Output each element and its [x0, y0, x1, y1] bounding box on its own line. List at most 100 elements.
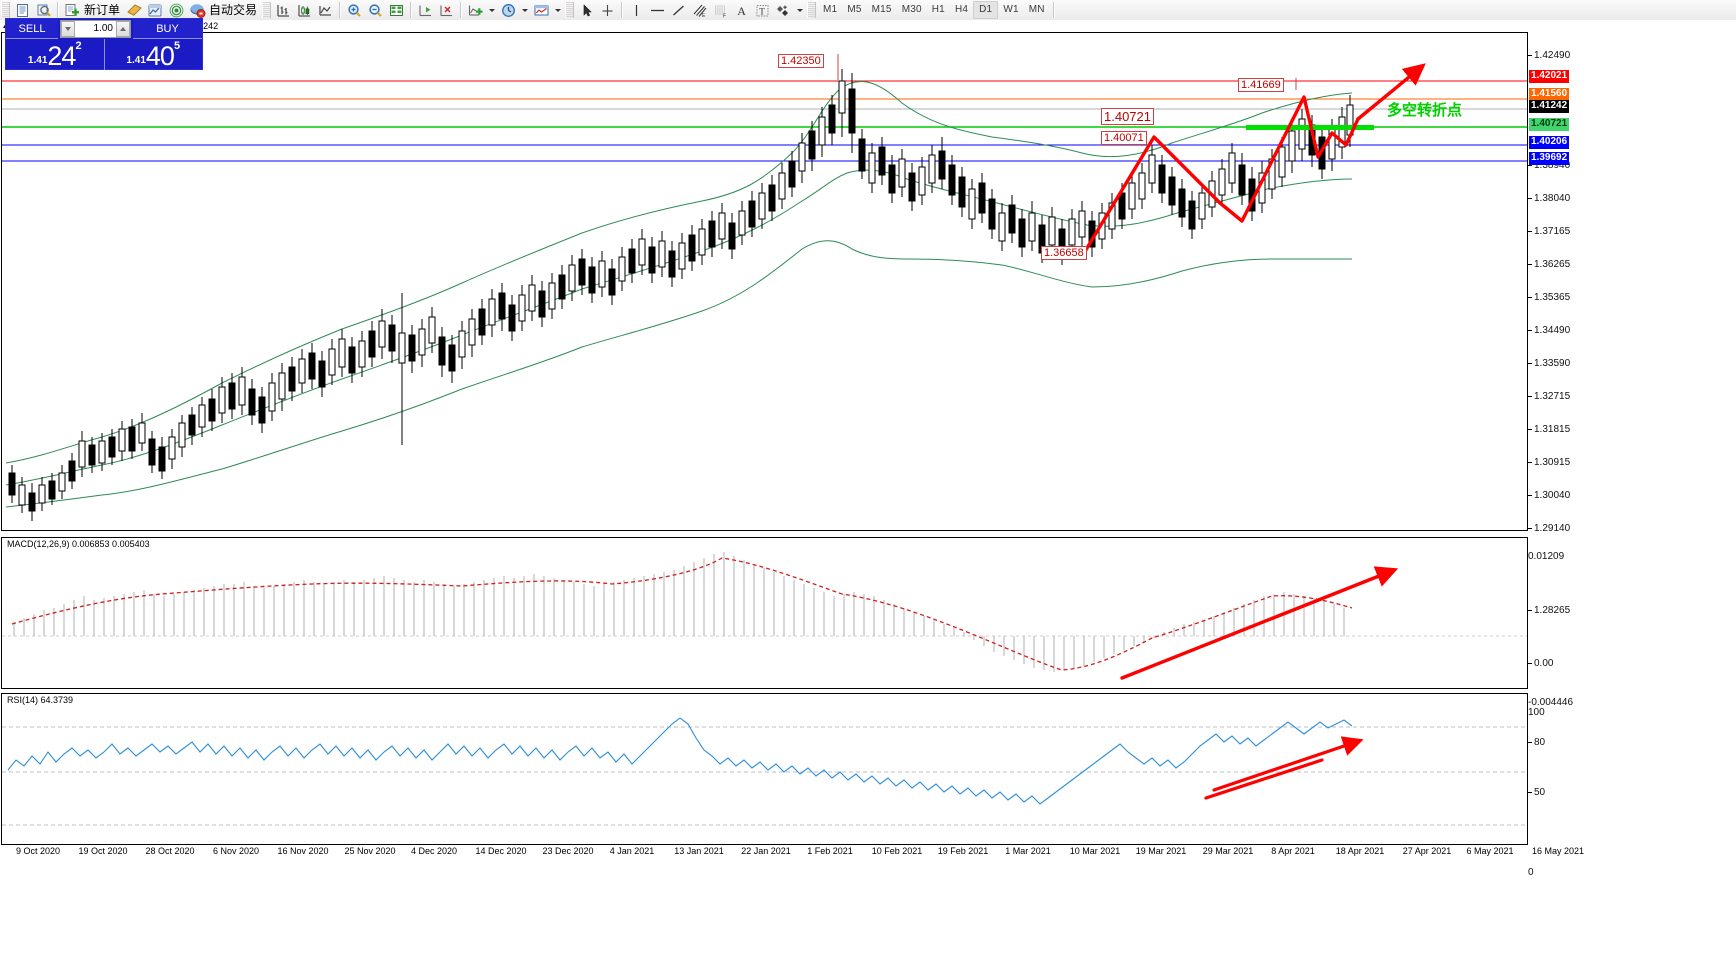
macd-tick-top: 0.01209 — [1528, 551, 1565, 562]
market-watch-icon[interactable] — [145, 1, 166, 19]
periods-icon[interactable] — [498, 1, 519, 19]
rsi-pane[interactable]: RSI(14) 64.3739 — [1, 693, 1528, 845]
volume-value[interactable]: 1.00 — [93, 23, 113, 34]
price-pane[interactable] — [1, 32, 1528, 531]
buy-price[interactable]: 1.41 40 5 — [105, 39, 203, 70]
sell-price-sup: 2 — [75, 40, 82, 52]
toolbar-grip[interactable] — [1, 2, 10, 18]
navigator-icon[interactable] — [166, 1, 187, 19]
vertical-line-icon[interactable] — [626, 1, 647, 19]
timeframe-w1[interactable]: W1 — [1003, 4, 1019, 15]
axis-tick-7: 1.33590 — [1528, 358, 1570, 369]
svg-text:A: A — [737, 4, 746, 18]
new-order-icon[interactable] — [62, 1, 83, 19]
text-label-icon[interactable]: T — [752, 1, 773, 19]
rsi-tick-80: 80 — [1528, 737, 1545, 748]
timeframe-m15[interactable]: M15 — [871, 4, 892, 15]
terminal-icon[interactable] — [12, 1, 33, 19]
time-label-13: 10 Feb 2021 — [871, 846, 923, 856]
timeframe-mn[interactable]: MN — [1028, 4, 1045, 15]
timeframe-d1[interactable]: D1 — [973, 1, 999, 19]
volume-increment-button[interactable] — [116, 21, 130, 37]
timeframe-m30[interactable]: M30 — [901, 4, 922, 15]
equidistant-channel-icon[interactable]: E — [689, 1, 710, 19]
fibonacci-icon[interactable]: F — [710, 1, 731, 19]
time-label-12: 1 Feb 2021 — [807, 846, 853, 856]
templates-icon[interactable] — [531, 1, 552, 19]
zoom-in-icon[interactable] — [344, 1, 365, 19]
volume-decrement-button[interactable] — [61, 21, 75, 37]
sell-button[interactable]: SELL — [6, 19, 58, 39]
axis-tick-0: 1.42490 — [1528, 50, 1570, 61]
axis-tick-8: 1.32715 — [1528, 391, 1570, 402]
time-label-15: 1 Mar 2021 — [1005, 846, 1051, 856]
chevron-down-icon[interactable] — [489, 8, 496, 12]
horizontal-line-icon[interactable] — [647, 1, 668, 19]
sell-price[interactable]: 1.41 24 2 — [6, 39, 105, 70]
turning-point-note[interactable]: 多空转折点 — [1387, 101, 1463, 119]
shapes-icon[interactable] — [773, 1, 794, 19]
price-axis[interactable]: 1.42490 1.38940 1.38040 1.37165 1.36265 … — [1528, 32, 1736, 878]
timeframe-h4[interactable]: H4 — [954, 4, 969, 15]
grid-icon[interactable] — [386, 1, 407, 19]
rsi-tick-0: 0 — [1528, 867, 1534, 878]
time-axis[interactable]: 9 Oct 2020 19 Oct 2020 28 Oct 2020 6 Nov… — [0, 846, 1736, 860]
one-click-trading-panel[interactable]: SELL 1.00 BUY 1.41 24 2 1.41 40 5 — [5, 18, 203, 70]
candlestick-chart-icon[interactable] — [294, 1, 315, 19]
main-toolbar: 新订单 自动交易 — [0, 0, 1736, 21]
axis-tick-6: 1.34490 — [1528, 325, 1570, 336]
chevron-down-icon-4[interactable] — [797, 8, 804, 12]
price-tag-141669[interactable]: 1.41669 — [1238, 78, 1284, 92]
time-label-10: 13 Jan 2021 — [674, 846, 724, 856]
sell-price-main: 24 — [47, 41, 76, 71]
indicators-icon[interactable] — [465, 1, 486, 19]
axis-badge-140206[interactable]: 1.40206 — [1529, 136, 1570, 149]
axis-tick-2: 1.38040 — [1528, 193, 1570, 204]
chevron-up-icon-vol — [120, 27, 126, 31]
time-label-18: 29 Mar 2021 — [1202, 846, 1254, 856]
time-label-11: 22 Jan 2021 — [741, 846, 791, 856]
line-chart-icon[interactable] — [315, 1, 336, 19]
axis-badge-142021[interactable]: 1.42021 — [1529, 70, 1570, 83]
cursor-icon[interactable] — [576, 1, 597, 19]
toolbar-grip-4[interactable] — [807, 2, 817, 18]
price-tag-140071[interactable]: 1.40071 — [1101, 131, 1147, 145]
auto-scroll-icon[interactable] — [436, 1, 457, 19]
chevron-down-icon-3[interactable] — [555, 8, 562, 12]
axis-badge-141242[interactable]: 1.41242 — [1529, 100, 1570, 113]
chevron-down-icon-2[interactable] — [522, 8, 529, 12]
toolbar-grip-2[interactable] — [262, 2, 272, 18]
autotrading-icon[interactable] — [187, 1, 208, 19]
autotrading-label[interactable]: 自动交易 — [209, 3, 258, 17]
timeframe-h1[interactable]: H1 — [931, 4, 945, 15]
toolbar-grip-3[interactable] — [565, 2, 575, 18]
buy-price-sup: 5 — [173, 40, 181, 52]
text-icon[interactable]: A — [731, 1, 752, 19]
axis-tick-13: 1.28265 — [1528, 605, 1570, 616]
axis-badge-139692[interactable]: 1.39692 — [1529, 152, 1570, 165]
buy-button[interactable]: BUY — [133, 19, 202, 39]
axis-badge-140721[interactable]: 1.40721 — [1529, 118, 1570, 131]
timeframe-m5[interactable]: M5 — [847, 4, 862, 15]
volume-field[interactable]: 1.00 — [60, 20, 131, 38]
axis-tick-1: 1.38940 — [1528, 160, 1570, 171]
price-tag-140721[interactable]: 1.40721 — [1101, 108, 1154, 125]
chart-shift-icon[interactable] — [415, 1, 436, 19]
timeframe-m1[interactable]: M1 — [823, 4, 838, 15]
time-label-3: 6 Nov 2020 — [212, 846, 260, 856]
macd-pane-label: MACD(12,26,9) 0.006853 0.005403 — [5, 539, 152, 549]
data-window-icon[interactable] — [33, 1, 54, 19]
trendline-icon[interactable] — [668, 1, 689, 19]
price-tag-136658[interactable]: 1.36658 — [1041, 246, 1087, 260]
price-tag-142350[interactable]: 1.42350 — [778, 54, 824, 68]
macd-pane[interactable]: MACD(12,26,9) 0.006853 0.005403 — [1, 537, 1528, 689]
toolbar-separator-4 — [460, 2, 463, 18]
crosshair-icon[interactable] — [597, 1, 618, 19]
toolbar-separator-5 — [621, 2, 624, 18]
axis-tick-5: 1.35365 — [1528, 292, 1570, 303]
expert-advisors-icon[interactable] — [124, 1, 145, 19]
axis-badge-141560[interactable]: 1.41560 — [1529, 88, 1570, 101]
new-order-label[interactable]: 新订单 — [84, 3, 121, 17]
zoom-out-icon[interactable] — [365, 1, 386, 19]
bar-chart-icon[interactable] — [273, 1, 294, 19]
